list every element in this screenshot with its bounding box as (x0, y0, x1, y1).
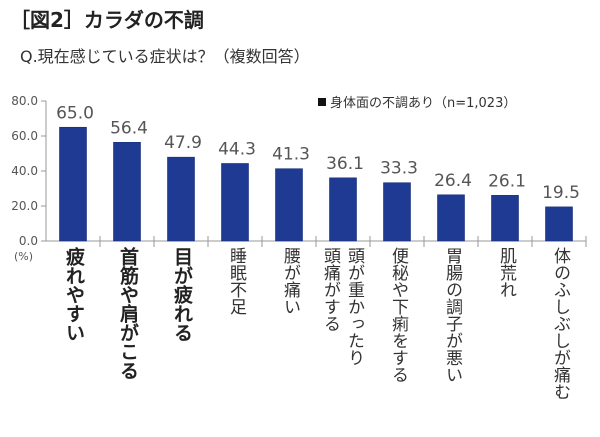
bar (545, 206, 573, 242)
bar (491, 195, 519, 242)
y-axis-unit-label: (%) (14, 250, 34, 263)
value-label: 26.1 (488, 171, 526, 191)
bar (437, 194, 465, 242)
category-label: 便秘や下痢をする (386, 247, 410, 383)
chart-subtitle: Q.現在感じている症状は？（複数回答） (20, 47, 310, 66)
category-label: 腰が痛い (278, 247, 302, 315)
category-label-line: 腰が痛い (280, 247, 300, 315)
y-tick-label: 80.0 (11, 94, 38, 108)
legend: 身体面の不調あり（n=1,023） (318, 92, 516, 111)
value-label: 33.3 (380, 159, 418, 179)
category-label-line: 目が疲れる (171, 247, 193, 342)
category-label: 胃腸の調子が悪い (440, 247, 464, 383)
category-label-line: 体のふしぶしが痛む (550, 247, 570, 400)
value-label: 65.0 (56, 103, 94, 123)
category-label: 首筋や肩がこる (116, 247, 140, 380)
bar (275, 168, 303, 242)
category-label-line: 首筋や肩がこる (117, 247, 139, 380)
y-tick-label: 60.0 (11, 129, 38, 143)
category-label: 頭が重かったり 頭痛がする (320, 247, 366, 366)
y-tick-label: 20.0 (11, 199, 38, 213)
category-label-line: 疲れやすい (63, 247, 85, 342)
category-label: 体のふしぶしが痛む (548, 247, 572, 400)
bar (59, 126, 87, 242)
value-label: 41.3 (272, 145, 310, 165)
y-tick-label: 0.0 (19, 234, 38, 248)
category-label: 疲れやすい (62, 247, 86, 342)
bar (113, 142, 141, 242)
bar (221, 163, 249, 242)
y-tick-label: 40.0 (11, 164, 38, 178)
category-label-line: 頭痛がする (320, 247, 340, 332)
value-label: 19.5 (542, 183, 580, 203)
chart-title: ［図2］カラダの不調 (10, 8, 204, 32)
bar (167, 156, 195, 242)
value-label: 44.3 (218, 139, 256, 159)
value-label: 47.9 (164, 133, 202, 153)
bar (329, 177, 357, 242)
value-label: 26.4 (434, 171, 472, 191)
legend-label: 身体面の不調あり（n=1,023） (330, 96, 517, 111)
value-label: 56.4 (110, 118, 148, 138)
category-label: 目が疲れる (170, 247, 194, 342)
value-label: 36.1 (326, 154, 364, 174)
category-label-line: 肌荒れ (496, 247, 516, 298)
category-label: 肌荒れ (494, 247, 518, 298)
legend-square-icon (318, 98, 326, 106)
category-label-line: 便秘や下痢をする (388, 247, 408, 383)
category-label: 睡眠不足 (224, 247, 248, 315)
category-label-line: 睡眠不足 (226, 247, 246, 315)
category-label-line: 頭が重かったり (344, 247, 364, 366)
bar (383, 182, 411, 242)
category-label-line: 胃腸の調子が悪い (442, 247, 462, 383)
